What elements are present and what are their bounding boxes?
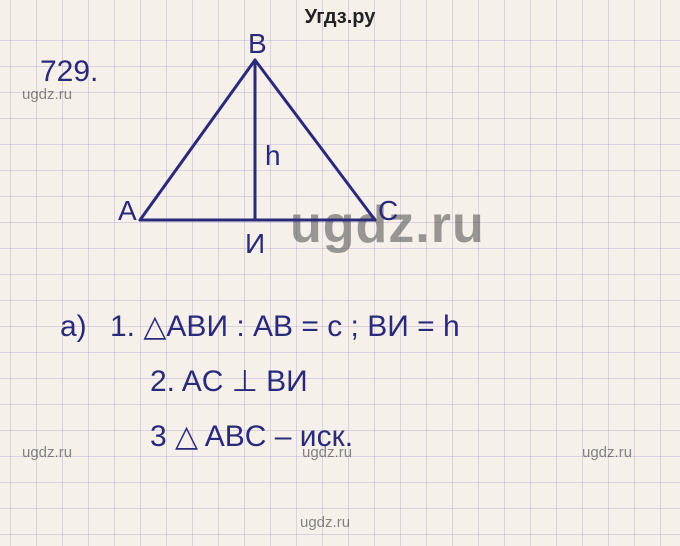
vertex-label-a: A bbox=[118, 195, 137, 227]
grid-line-vertical bbox=[452, 0, 453, 546]
grid-line-vertical bbox=[504, 0, 505, 546]
solution-line-3: 3 △ ABC – иск. bbox=[150, 420, 353, 453]
grid-line-horizontal bbox=[0, 534, 680, 535]
solution-line-2: 2. AC ⊥ BИ bbox=[150, 365, 308, 398]
grid-line-horizontal bbox=[0, 482, 680, 483]
grid-line-vertical bbox=[634, 0, 635, 546]
grid-line-horizontal bbox=[0, 404, 680, 405]
solution-line-1: 1. △ABИ : AB = c ; BИ = h bbox=[110, 310, 460, 343]
grid-line-vertical bbox=[10, 0, 11, 546]
triangle-outline bbox=[140, 60, 375, 220]
vertex-label-b: B bbox=[248, 28, 267, 60]
grid-line-vertical bbox=[556, 0, 557, 546]
grid-line-horizontal bbox=[0, 274, 680, 275]
grid-line-horizontal bbox=[0, 40, 680, 41]
grid-line-horizontal bbox=[0, 352, 680, 353]
grid-line-horizontal bbox=[0, 378, 680, 379]
grid-line-vertical bbox=[530, 0, 531, 546]
grid-line-vertical bbox=[36, 0, 37, 546]
grid-line-vertical bbox=[478, 0, 479, 546]
grid-line-vertical bbox=[114, 0, 115, 546]
page-header: Угдз.ру bbox=[0, 6, 680, 29]
grid-line-vertical bbox=[660, 0, 661, 546]
grid-line-horizontal bbox=[0, 456, 680, 457]
grid-line-horizontal bbox=[0, 508, 680, 509]
grid-line-horizontal bbox=[0, 300, 680, 301]
grid-line-vertical bbox=[426, 0, 427, 546]
vertex-label-h: И bbox=[245, 228, 265, 260]
altitude-label-h: h bbox=[265, 140, 281, 172]
subpart-a-label: a) bbox=[60, 310, 87, 343]
grid-line-vertical bbox=[608, 0, 609, 546]
grid-line-vertical bbox=[582, 0, 583, 546]
vertex-label-c: C bbox=[378, 195, 398, 227]
problem-number: 729. bbox=[40, 55, 98, 88]
